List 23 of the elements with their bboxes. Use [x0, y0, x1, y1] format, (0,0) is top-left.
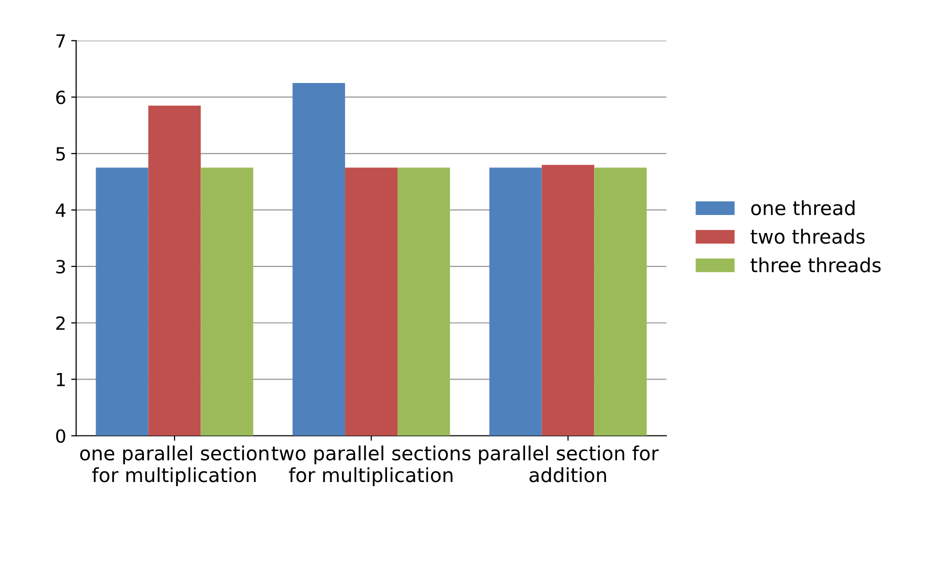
legend-label: three threads	[750, 257, 881, 272]
bar	[200, 168, 254, 436]
bar	[542, 164, 594, 436]
bar	[489, 168, 542, 436]
y-tick-label: 0	[56, 429, 66, 443]
legend-label: two threads	[750, 228, 865, 244]
x-tick-label: one parallel section for multiplication	[80, 445, 268, 486]
y-tick-label: 6	[56, 90, 66, 104]
y-tick-label: 2	[56, 316, 65, 330]
x-tick-label: parallel section for addition	[479, 445, 659, 482]
bar	[96, 168, 148, 436]
legend-label: one thread	[751, 200, 854, 216]
y-tick-label: 1	[56, 373, 65, 386]
bar	[398, 168, 450, 436]
bar	[292, 83, 346, 436]
y-tick-label: 4	[56, 204, 66, 217]
bar	[345, 168, 398, 436]
bar	[148, 106, 201, 436]
y-tick-label: 7	[56, 34, 65, 48]
y-tick-label: 3	[56, 260, 65, 274]
x-tick-label: two parallel sections for multiplication	[272, 445, 470, 486]
bar	[594, 168, 647, 436]
y-tick-label: 5	[56, 147, 65, 161]
